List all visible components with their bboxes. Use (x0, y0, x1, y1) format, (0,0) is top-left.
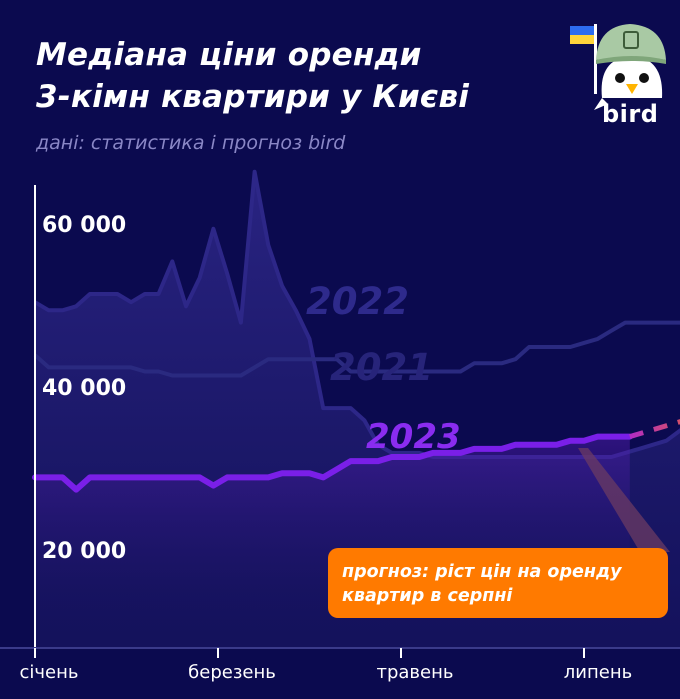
series-2023-line (32, 433, 633, 493)
x-tick-label: березень (188, 662, 276, 683)
forecast-callout: прогноз: ріст цін на оренду квартир в се… (328, 548, 668, 618)
x-tick-label: липень (564, 662, 632, 683)
chart-subtitle: дані: статистика і прогноз bird (36, 132, 346, 154)
series-label-2022: 2022 (306, 280, 409, 323)
title-line-2: 3-кімн квартири у Києві (36, 79, 470, 115)
callout-line-1: прогноз: ріст цін на оренду (342, 562, 622, 582)
x-tick-label: січень (20, 662, 79, 683)
series-label-2023: 2023 (366, 417, 461, 457)
title-line-1: Медіана ціни оренди (36, 37, 422, 73)
y-tick-label: 60 000 (42, 213, 126, 238)
x-tick-label: травень (376, 662, 453, 683)
callout-line-2: квартир в серпні (342, 586, 513, 606)
series-label-2021: 2021 (330, 346, 433, 389)
bird-with-helmet-icon (570, 24, 666, 110)
callout-pointer (578, 448, 670, 552)
forecast-line (629, 419, 680, 439)
chart-title: Медіана ціни оренди 3-кімн квартири у Ки… (36, 34, 469, 118)
y-tick-label: 20 000 (42, 539, 126, 564)
ukraine-flag-icon (570, 24, 597, 94)
logo-text: bird (602, 100, 659, 128)
series-2021-line (33, 320, 680, 378)
y-tick-label: 40 000 (42, 376, 126, 401)
